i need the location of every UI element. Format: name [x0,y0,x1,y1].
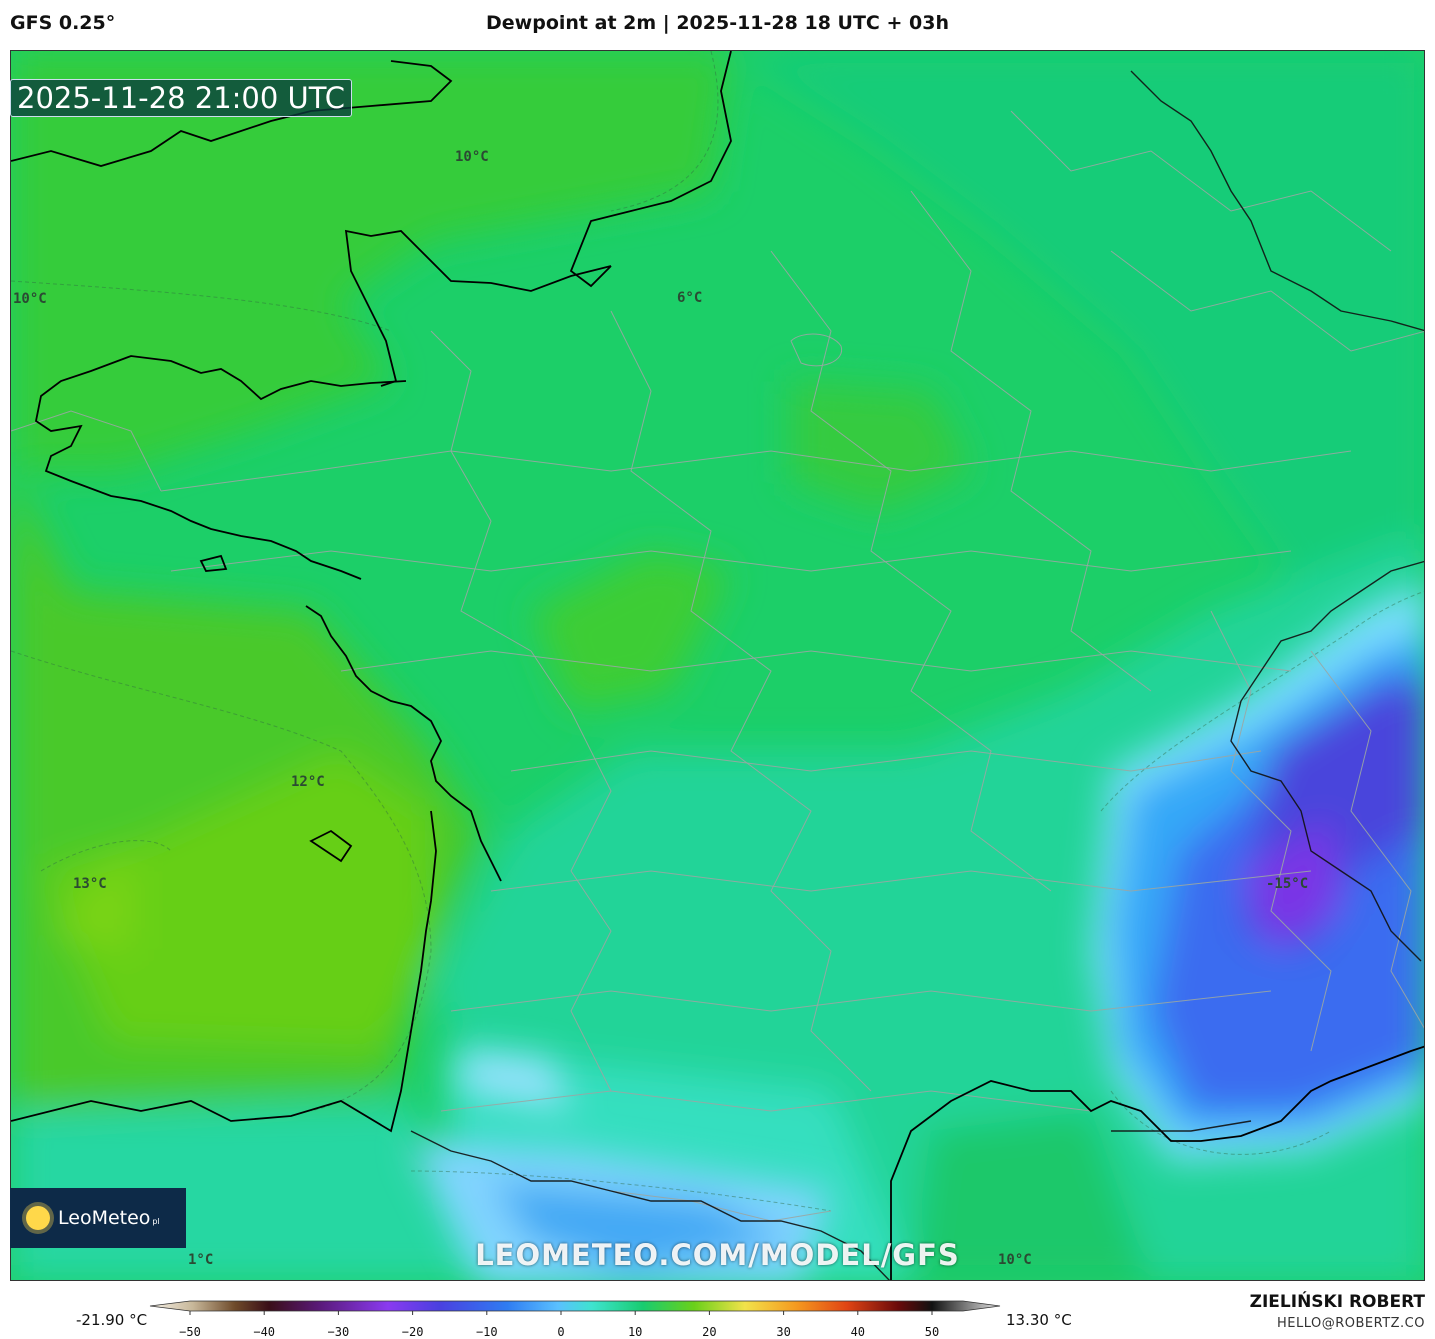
colorbar-tick-label: −30 [327,1325,350,1339]
isolabel: 10°C [998,1252,1032,1268]
model-label: GFS 0.25° [10,12,116,34]
watermark-url: LEOMETEO.COM/MODEL/GFS [475,1238,960,1272]
isolabel: -15°C [1266,876,1309,892]
colorbar-tick-label: −40 [253,1325,276,1339]
author-email[interactable]: HELLO@ROBERTZ.CO [1276,1316,1425,1331]
isolabel: 10°C [455,149,489,165]
logo-suffix: pl [152,1217,160,1226]
colorbar-tick-label: −10 [475,1325,498,1339]
colorbar-tick-label: 50 [924,1325,940,1339]
author-name: ZIELIŃSKI ROBERT [1249,1292,1425,1312]
colorbar-tick-label: 10 [627,1325,643,1339]
colorbar-tick-label: −20 [401,1325,424,1339]
colorbar-tick-label: 20 [702,1325,717,1339]
colorbar-min-label: -21.90 °C [76,1311,148,1329]
dewpoint-field [11,51,1424,1280]
chart-title: Dewpoint at 2m | 2025-11-28 18 UTC + 03h [486,12,949,34]
isolabel: 10°C [13,291,47,307]
colorbar-gradient [149,1300,1001,1315]
leometeo-logo[interactable]: LeoMeteo pl [10,1188,186,1248]
valid-time-badge: 2025-11-28 21:00 UTC [10,79,353,117]
isolabel: 13°C [73,876,107,892]
isolabel: 6°C [677,290,703,306]
colorbar-max-label: 13.30 °C [1006,1311,1072,1329]
isolabel: 1°C [188,1252,214,1268]
map-canvas[interactable]: 10°C 10°C 6°C 12°C 13°C -15°C 1°C 10°C [10,50,1425,1281]
colorbar-tick-label: −50 [179,1325,201,1339]
logo-text: LeoMeteo [58,1207,151,1229]
colorbar-tick-label: 40 [850,1325,866,1339]
isolabel: 12°C [291,774,325,790]
sun-icon [26,1206,50,1230]
colorbar-tick-label: 0 [557,1325,565,1339]
colorbar: -21.90 °C [0,1290,1435,1339]
colorbar-tick-label: 30 [776,1325,791,1339]
